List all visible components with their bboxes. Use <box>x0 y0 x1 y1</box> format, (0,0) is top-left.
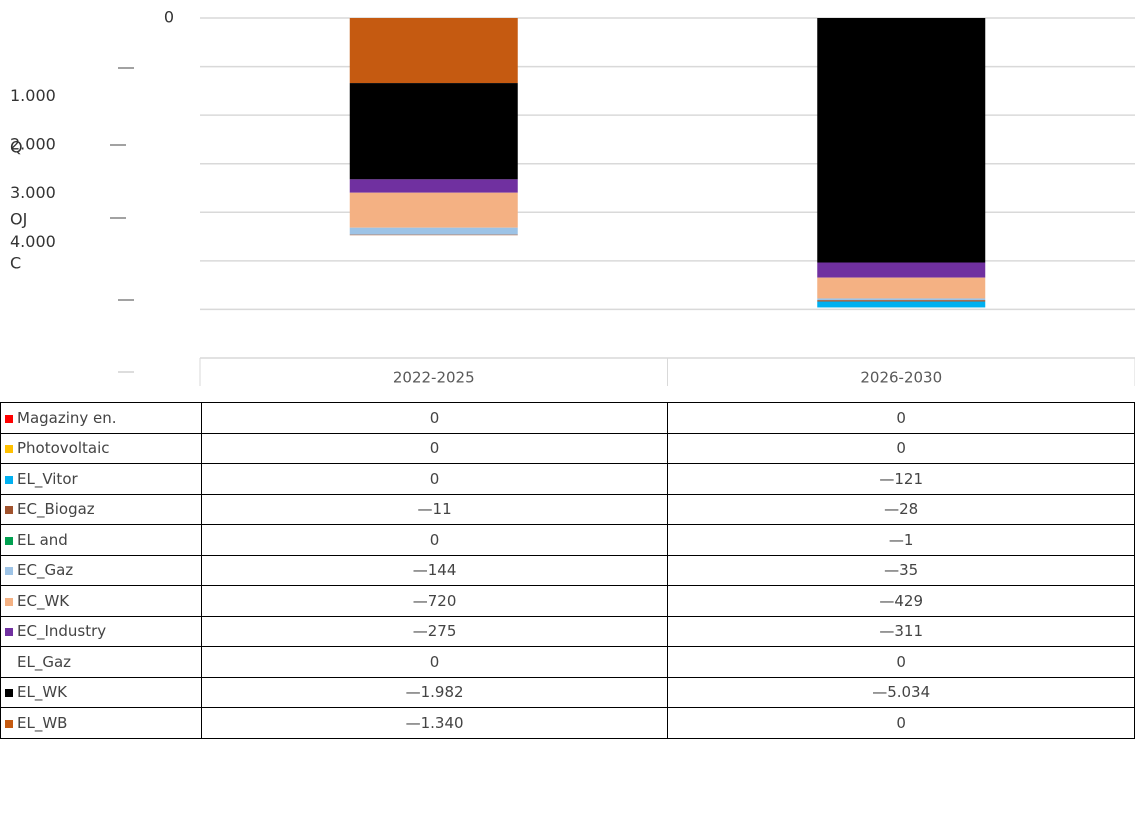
legend-cell: EL_WB <box>0 707 202 739</box>
legend-label: EC_WK <box>17 591 70 610</box>
legend-swatch <box>5 719 13 728</box>
value-cell: —1 <box>667 524 1135 556</box>
value-cell: —28 <box>667 493 1135 525</box>
legend-swatch <box>5 597 13 606</box>
y-tick-label: 1.000 <box>10 86 56 105</box>
legend-swatch <box>5 567 13 576</box>
y-tick-label: 0 <box>164 8 174 27</box>
bar-segment <box>349 234 518 236</box>
bar-segment <box>817 18 986 263</box>
legend-label: EL_Gaz <box>17 652 72 671</box>
value-cell: —1.340 <box>200 707 669 739</box>
legend-swatch <box>5 536 13 545</box>
value-cell: —121 <box>667 463 1135 495</box>
x-tick-label: 2026-2030 <box>860 369 942 387</box>
y-axis-fragment: Q <box>10 138 23 157</box>
value-cell: —35 <box>667 554 1135 586</box>
bar-segment <box>349 227 518 235</box>
table-row: Magaziny en. 0 0 <box>0 402 1135 434</box>
legend-cell: EC_Biogaz <box>0 493 202 525</box>
axis-dashes <box>110 67 134 373</box>
legend-label: EC_Biogaz <box>17 500 95 519</box>
y-axis-fragment: OJ <box>10 210 27 229</box>
legend-label: EL and <box>17 530 68 549</box>
legend-cell: EL_WK <box>0 676 202 708</box>
legend-swatch <box>5 506 13 515</box>
table-row: EL_Gaz 0 0 <box>0 646 1135 678</box>
bar-segment <box>817 262 986 278</box>
table-row: EC_WK —720 —429 <box>0 585 1135 617</box>
y-tick-label: 4.000 <box>10 232 56 251</box>
legend-swatch <box>5 658 13 667</box>
legend-swatch <box>5 475 13 484</box>
value-cell: 0 <box>200 432 669 464</box>
bar-segment <box>817 298 986 301</box>
value-cell: 0 <box>667 402 1135 434</box>
table-row: EL_Vitor 0 —121 <box>0 463 1135 495</box>
legend-cell: Photovoltaic <box>0 432 202 464</box>
legend-label: EC_Gaz <box>17 561 74 580</box>
y-tick-label: 2.000 <box>10 135 56 154</box>
table-row: EL_WB —1.340 0 <box>0 707 1135 739</box>
value-cell: 0 <box>200 646 669 678</box>
value-cell: 0 <box>200 463 669 495</box>
bar-segment <box>349 192 518 228</box>
legend-label: EL_Vitor <box>17 469 78 488</box>
value-cell: 0 <box>667 646 1135 678</box>
legend-cell: EC_WK <box>0 585 202 617</box>
legend-label: EL_WB <box>17 713 68 732</box>
value-cell: —11 <box>200 493 669 525</box>
value-cell: —144 <box>200 554 669 586</box>
legend-label: EC_Industry <box>17 622 107 641</box>
y-axis-fragment: C <box>10 254 21 273</box>
legend-swatch <box>5 414 13 423</box>
x-tick-label: 2022-2025 <box>393 369 475 387</box>
value-cell: 0 <box>667 432 1135 464</box>
table-row: Photovoltaic 0 0 <box>0 432 1135 464</box>
legend-cell: EL and <box>0 524 202 556</box>
table-row: EL and 0 —1 <box>0 524 1135 556</box>
table-row: EC_Biogaz —11 —28 <box>0 493 1135 525</box>
legend-cell: EC_Gaz <box>0 554 202 586</box>
legend-swatch <box>5 689 13 698</box>
value-cell: —1.982 <box>200 676 669 708</box>
legend-cell: Magaziny en. <box>0 402 202 434</box>
legend-label: Magaziny en. <box>17 408 117 427</box>
value-cell: —275 <box>200 615 669 647</box>
legend-label: Photovoltaic <box>17 439 110 458</box>
value-cell: 0 <box>667 707 1135 739</box>
table-row: EC_Gaz —144 —35 <box>0 554 1135 586</box>
data-table: Magaziny en. 0 0 Photovoltaic 0 0 EL_Vitor 0 —12… <box>0 402 1135 739</box>
chart: 0 1.000 2.000 3.000 4.000 Q OJ C 2022-2025 2026-2… <box>10 8 1135 387</box>
legend-cell: EC_Industry <box>0 615 202 647</box>
value-cell: —720 <box>200 585 669 617</box>
legend-cell: EL_Gaz <box>0 646 202 678</box>
bar-segment <box>349 179 518 193</box>
value-cell: —429 <box>667 585 1135 617</box>
table-row: EC_Industry —275 —311 <box>0 615 1135 647</box>
value-cell: 0 <box>200 402 669 434</box>
bar-segment <box>817 301 986 308</box>
table-row: EL_WK —1.982 —5.034 <box>0 676 1135 708</box>
bar-segment <box>817 277 986 299</box>
legend-swatch <box>5 445 13 454</box>
value-cell: —5.034 <box>667 676 1135 708</box>
legend-swatch <box>5 628 13 637</box>
y-tick-label: 3.000 <box>10 183 56 202</box>
bar-segment <box>349 83 518 180</box>
value-cell: —311 <box>667 615 1135 647</box>
legend-cell: EL_Vitor <box>0 463 202 495</box>
value-cell: 0 <box>200 524 669 556</box>
bar-segment <box>349 18 518 84</box>
bar-segment <box>817 300 986 302</box>
legend-label: EL_WK <box>17 683 68 702</box>
